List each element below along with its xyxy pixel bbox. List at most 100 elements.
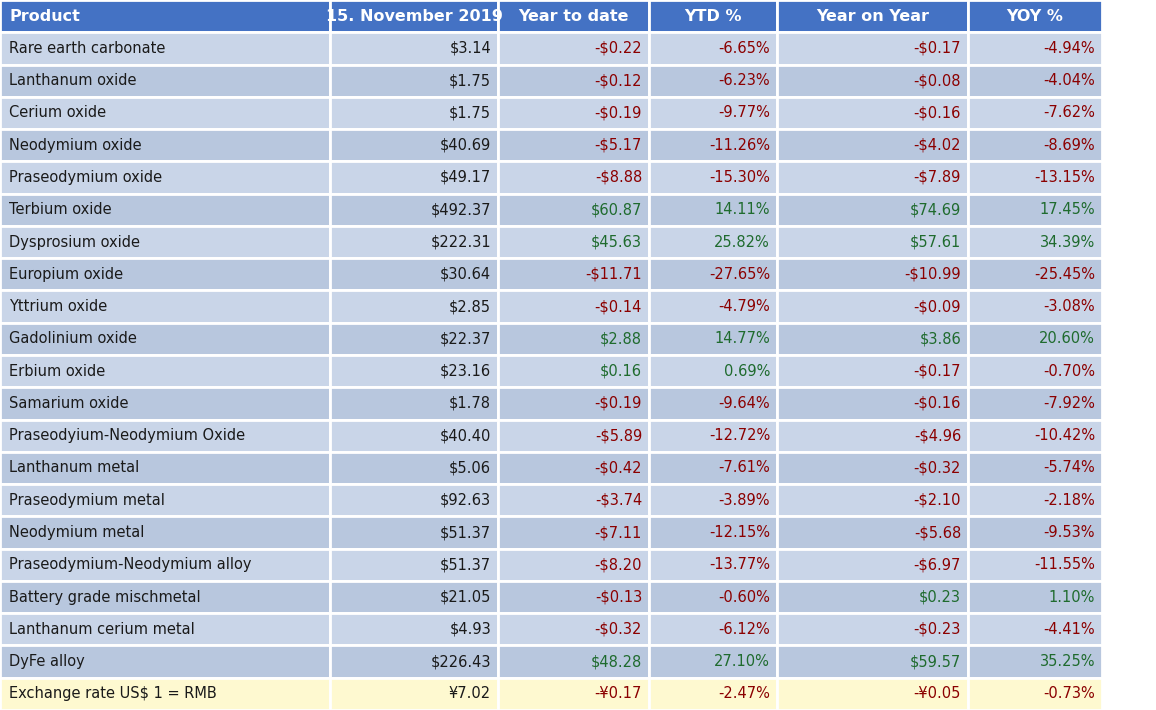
- Text: $0.23: $0.23: [919, 589, 961, 604]
- FancyBboxPatch shape: [498, 452, 649, 484]
- Text: -$7.89: -$7.89: [913, 170, 961, 185]
- FancyBboxPatch shape: [0, 161, 329, 194]
- Text: Battery grade mischmetal: Battery grade mischmetal: [9, 589, 201, 604]
- FancyBboxPatch shape: [0, 32, 329, 65]
- FancyBboxPatch shape: [968, 452, 1102, 484]
- Text: -$0.22: -$0.22: [594, 41, 642, 56]
- FancyBboxPatch shape: [649, 65, 777, 97]
- FancyBboxPatch shape: [329, 97, 498, 129]
- Text: -4.41%: -4.41%: [1044, 622, 1095, 637]
- FancyBboxPatch shape: [329, 0, 498, 32]
- Text: Gadolinium oxide: Gadolinium oxide: [9, 332, 138, 346]
- FancyBboxPatch shape: [498, 97, 649, 129]
- Text: -$0.23: -$0.23: [913, 622, 961, 637]
- FancyBboxPatch shape: [968, 484, 1102, 516]
- Text: -2.47%: -2.47%: [718, 687, 770, 701]
- Text: $492.37: $492.37: [430, 202, 491, 217]
- Text: Dysprosium oxide: Dysprosium oxide: [9, 234, 140, 249]
- Text: Rare earth carbonate: Rare earth carbonate: [9, 41, 165, 56]
- FancyBboxPatch shape: [968, 420, 1102, 452]
- Text: -$0.32: -$0.32: [913, 461, 961, 476]
- Text: -11.55%: -11.55%: [1035, 557, 1095, 572]
- Text: -$0.13: -$0.13: [595, 589, 642, 604]
- FancyBboxPatch shape: [968, 581, 1102, 613]
- Text: -$2.10: -$2.10: [913, 493, 961, 508]
- FancyBboxPatch shape: [649, 484, 777, 516]
- FancyBboxPatch shape: [968, 226, 1102, 258]
- FancyBboxPatch shape: [329, 32, 498, 65]
- FancyBboxPatch shape: [0, 355, 329, 387]
- FancyBboxPatch shape: [649, 226, 777, 258]
- Text: -$6.97: -$6.97: [913, 557, 961, 572]
- FancyBboxPatch shape: [329, 194, 498, 226]
- Text: -$10.99: -$10.99: [904, 267, 961, 282]
- FancyBboxPatch shape: [0, 678, 329, 710]
- Text: $4.93: $4.93: [450, 622, 491, 637]
- Text: -$0.17: -$0.17: [913, 364, 961, 378]
- Text: -2.18%: -2.18%: [1044, 493, 1095, 508]
- Text: -13.15%: -13.15%: [1035, 170, 1095, 185]
- Text: -9.77%: -9.77%: [718, 106, 770, 121]
- FancyBboxPatch shape: [649, 452, 777, 484]
- FancyBboxPatch shape: [649, 258, 777, 290]
- Text: -8.69%: -8.69%: [1044, 138, 1095, 153]
- Text: $5.06: $5.06: [449, 461, 491, 476]
- FancyBboxPatch shape: [329, 323, 498, 355]
- FancyBboxPatch shape: [649, 581, 777, 613]
- FancyBboxPatch shape: [649, 549, 777, 581]
- FancyBboxPatch shape: [498, 323, 649, 355]
- FancyBboxPatch shape: [968, 65, 1102, 97]
- FancyBboxPatch shape: [777, 516, 968, 549]
- Text: -$5.17: -$5.17: [594, 138, 642, 153]
- FancyBboxPatch shape: [968, 355, 1102, 387]
- FancyBboxPatch shape: [777, 258, 968, 290]
- FancyBboxPatch shape: [498, 581, 649, 613]
- FancyBboxPatch shape: [329, 549, 498, 581]
- Text: Samarium oxide: Samarium oxide: [9, 396, 128, 411]
- Text: $92.63: $92.63: [440, 493, 491, 508]
- Text: -$0.19: -$0.19: [594, 106, 642, 121]
- Text: $60.87: $60.87: [591, 202, 642, 217]
- Text: -13.77%: -13.77%: [709, 557, 770, 572]
- Text: -$8.88: -$8.88: [595, 170, 642, 185]
- FancyBboxPatch shape: [649, 323, 777, 355]
- FancyBboxPatch shape: [329, 613, 498, 645]
- FancyBboxPatch shape: [777, 290, 968, 323]
- FancyBboxPatch shape: [498, 420, 649, 452]
- Text: $51.37: $51.37: [440, 525, 491, 540]
- FancyBboxPatch shape: [0, 194, 329, 226]
- FancyBboxPatch shape: [498, 645, 649, 678]
- FancyBboxPatch shape: [0, 323, 329, 355]
- Text: -6.12%: -6.12%: [718, 622, 770, 637]
- Text: -0.70%: -0.70%: [1043, 364, 1095, 378]
- FancyBboxPatch shape: [777, 452, 968, 484]
- FancyBboxPatch shape: [0, 290, 329, 323]
- FancyBboxPatch shape: [968, 194, 1102, 226]
- Text: DyFe alloy: DyFe alloy: [9, 654, 86, 669]
- Text: $2.88: $2.88: [600, 332, 642, 346]
- FancyBboxPatch shape: [968, 323, 1102, 355]
- FancyBboxPatch shape: [0, 549, 329, 581]
- Text: -$0.12: -$0.12: [594, 73, 642, 88]
- FancyBboxPatch shape: [329, 65, 498, 97]
- FancyBboxPatch shape: [968, 516, 1102, 549]
- FancyBboxPatch shape: [329, 452, 498, 484]
- FancyBboxPatch shape: [649, 613, 777, 645]
- Text: 17.45%: 17.45%: [1039, 202, 1095, 217]
- Text: Cerium oxide: Cerium oxide: [9, 106, 106, 121]
- FancyBboxPatch shape: [0, 484, 329, 516]
- Text: -¥0.17: -¥0.17: [594, 687, 642, 701]
- FancyBboxPatch shape: [649, 290, 777, 323]
- Text: $57.61: $57.61: [910, 234, 961, 249]
- Text: Terbium oxide: Terbium oxide: [9, 202, 112, 217]
- Text: 15. November 2019: 15. November 2019: [326, 9, 503, 23]
- Text: Year on Year: Year on Year: [816, 9, 929, 23]
- Text: 0.69%: 0.69%: [724, 364, 770, 378]
- FancyBboxPatch shape: [777, 355, 968, 387]
- Text: -¥0.05: -¥0.05: [913, 687, 961, 701]
- Text: -$7.11: -$7.11: [594, 525, 642, 540]
- FancyBboxPatch shape: [0, 613, 329, 645]
- FancyBboxPatch shape: [649, 97, 777, 129]
- Text: Yttrium oxide: Yttrium oxide: [9, 299, 108, 314]
- Text: $40.69: $40.69: [439, 138, 491, 153]
